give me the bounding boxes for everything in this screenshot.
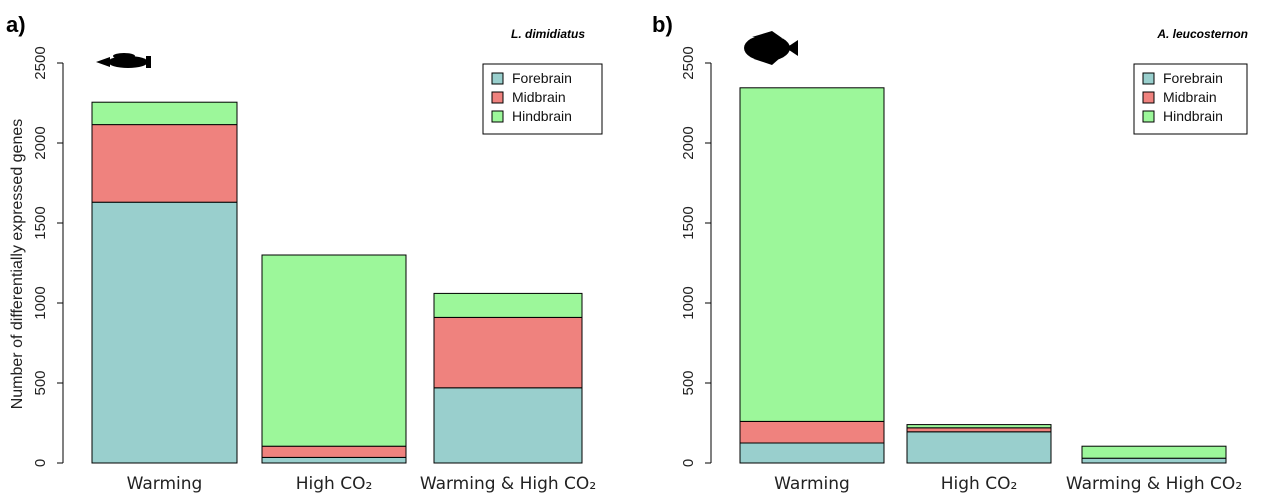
legend-label-forebrain: Forebrain [512, 70, 572, 86]
legend-label-forebrain: Forebrain [1163, 70, 1223, 86]
bar-segment-hindbrain [1081, 445, 1227, 459]
bar-segment-forebrain [433, 387, 583, 464]
y-tick-label: 500 [32, 370, 49, 395]
panel-b-bars [739, 87, 1227, 464]
y-tick-label: 500 [680, 370, 697, 395]
legend-label-hindbrain: Hindbrain [512, 108, 572, 124]
y-tick-label: 0 [32, 459, 49, 467]
bar-segment-midbrain [261, 445, 407, 458]
panel-b-category-labels: Warming High CO₂ Warming & High CO₂ [774, 474, 1242, 494]
legend-swatch-forebrain [491, 72, 504, 85]
bar-segment-forebrain [261, 456, 407, 464]
legend-swatch-midbrain [1142, 91, 1155, 104]
panel-a-category-labels: Warming High CO₂ Warming & High CO₂ [127, 474, 596, 494]
wrasse-fish-icon [96, 53, 151, 68]
y-axis-label: Number of differentially expressed genes [9, 119, 26, 410]
bar-segment-hindbrain [906, 424, 1052, 429]
panel-a: a) L. dimidiatus Number of differentiall… [6, 12, 603, 494]
legend-swatch-hindbrain [1142, 110, 1155, 123]
bar-segment-forebrain [906, 431, 1052, 464]
x-category-label: Warming [127, 474, 203, 494]
bar-segment-hindbrain [739, 87, 885, 422]
x-category-label: Warming & High CO₂ [1066, 474, 1242, 494]
bar-segment-midbrain [433, 316, 583, 389]
panel-b-label: b) [652, 12, 673, 37]
bar-segment-hindbrain [261, 254, 407, 447]
legend-swatch-forebrain [1142, 72, 1155, 85]
bar-segment-forebrain [91, 201, 238, 464]
panel-b: b) A. leucosternon 05001000150020002500 … [652, 12, 1248, 494]
y-tick-label: 2000 [32, 126, 49, 159]
bar-segment-hindbrain [433, 292, 583, 318]
panel-a-y-axis: 0 500 1000 1500 2000 2500 [32, 46, 64, 467]
panel-a-legend: Forebrain Midbrain Hindbrain [482, 63, 603, 135]
y-tick-label: 1000 [680, 286, 697, 319]
bar-segment-midbrain [739, 420, 885, 444]
panel-a-label: a) [6, 12, 26, 37]
x-category-label: Warming [774, 474, 850, 494]
bar-segment-hindbrain [91, 101, 238, 126]
y-tick-label: 2500 [680, 46, 697, 79]
legend-swatch-midbrain [491, 91, 504, 104]
x-category-label: Warming & High CO₂ [420, 474, 596, 494]
y-tick-label: 0 [680, 459, 697, 467]
surgeonfish-icon [744, 31, 798, 65]
x-category-label: High CO₂ [941, 474, 1018, 494]
y-tick-label: 2500 [32, 46, 49, 79]
y-tick-label: 1500 [32, 206, 49, 239]
y-tick-label: 1000 [32, 286, 49, 319]
panel-b-y-axis: 0 500 1000 1500 2000 2500 [680, 46, 712, 467]
legend-label-midbrain: Midbrain [512, 89, 566, 105]
y-tick-label: 1500 [680, 206, 697, 239]
panel-b-legend: Forebrain Midbrain Hindbrain [1133, 63, 1248, 135]
x-category-label: High CO₂ [296, 474, 373, 494]
bar-segment-midbrain [91, 124, 238, 203]
panel-a-bars [91, 101, 583, 464]
panel-a-species-title: L. dimidiatus [511, 27, 585, 41]
legend-label-midbrain: Midbrain [1163, 89, 1217, 105]
panel-b-species-title: A. leucosternon [1156, 27, 1248, 41]
legend-label-hindbrain: Hindbrain [1163, 108, 1223, 124]
legend-swatch-hindbrain [491, 110, 504, 123]
bar-segment-midbrain [906, 427, 1052, 433]
y-tick-label: 2000 [680, 126, 697, 159]
bar-segment-forebrain [739, 442, 885, 464]
bar-segment-forebrain [1081, 457, 1227, 464]
